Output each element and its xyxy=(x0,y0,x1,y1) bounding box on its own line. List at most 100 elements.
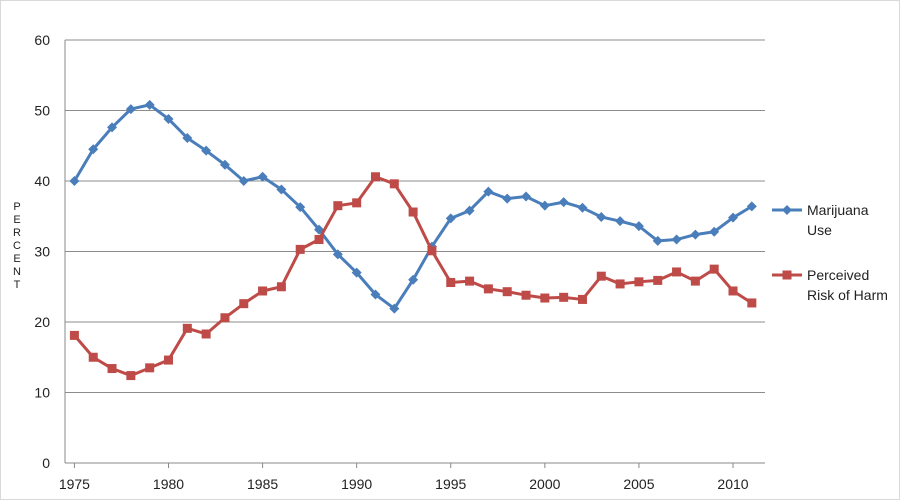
data-point-square xyxy=(352,198,362,208)
x-tick-label: 1985 xyxy=(247,476,278,492)
y-tick-label: 60 xyxy=(34,32,50,48)
x-tick-label: 1990 xyxy=(341,476,372,492)
data-point-square xyxy=(107,364,117,374)
series-marijuana-use xyxy=(69,99,757,314)
data-point-diamond xyxy=(615,216,626,227)
data-point-diamond xyxy=(709,226,720,237)
data-point-diamond xyxy=(182,132,193,143)
data-point-square xyxy=(540,293,550,303)
data-point-diamond xyxy=(633,221,644,232)
legend: Marijuana Use Perceived Risk of Harm xyxy=(772,202,888,303)
data-point-square xyxy=(615,279,625,289)
data-point-diamond xyxy=(69,176,80,186)
data-point-square xyxy=(370,172,380,182)
data-point-square xyxy=(596,271,606,281)
data-point-diamond xyxy=(107,122,118,133)
gridlines xyxy=(65,39,765,393)
data-point-diamond xyxy=(370,289,381,300)
data-point-square xyxy=(521,290,531,300)
data-point-square xyxy=(220,313,230,323)
data-point-square xyxy=(577,294,587,304)
legend-item: Perceived Risk of Harm xyxy=(772,267,888,303)
data-point-diamond xyxy=(389,303,400,314)
data-point-diamond xyxy=(577,202,588,213)
x-tick-labels: 1975 1980 1985 1990 1995 2000 2005 2010 xyxy=(59,463,749,492)
data-point-square xyxy=(69,330,79,340)
series-perceived-risk-of-harm xyxy=(69,172,757,381)
x-tick-label: 1995 xyxy=(435,476,466,492)
data-point-diamond xyxy=(125,104,136,115)
data-point-diamond xyxy=(690,229,701,240)
legend-marker-square xyxy=(782,270,792,280)
legend-label: Use xyxy=(807,222,832,238)
data-point-square xyxy=(559,292,569,302)
data-point-square xyxy=(465,276,475,286)
data-point-square xyxy=(314,235,324,245)
data-point-diamond xyxy=(483,186,494,197)
y-tick-label: 40 xyxy=(34,173,50,189)
data-point-square xyxy=(126,371,136,381)
data-point-diamond xyxy=(671,234,682,245)
axes xyxy=(64,40,765,464)
x-tick-label: 1975 xyxy=(59,476,90,492)
data-point-diamond xyxy=(88,144,99,155)
data-point-diamond xyxy=(558,197,569,208)
data-point-diamond xyxy=(238,176,249,186)
data-point-square xyxy=(634,277,644,287)
data-point-square xyxy=(145,363,155,373)
data-point-square xyxy=(88,352,98,362)
x-tick-label: 2005 xyxy=(623,476,654,492)
data-point-diamond xyxy=(445,213,456,224)
data-point-diamond xyxy=(408,274,419,285)
data-point-square xyxy=(239,299,249,309)
legend-label: Perceived xyxy=(807,267,869,283)
data-point-diamond xyxy=(163,113,174,124)
data-point-diamond xyxy=(746,201,757,212)
data-point-square xyxy=(483,284,493,294)
data-point-square xyxy=(728,286,738,296)
data-point-diamond xyxy=(144,99,155,110)
data-point-diamond xyxy=(332,249,343,260)
data-point-square xyxy=(389,179,399,189)
y-tick-label: 10 xyxy=(34,385,50,401)
data-point-square xyxy=(709,264,719,274)
y-tick-label: 0 xyxy=(42,455,50,471)
data-point-diamond xyxy=(295,202,306,213)
x-tick-label: 1980 xyxy=(153,476,184,492)
legend-label: Risk of Harm xyxy=(807,287,888,303)
y-tick-label: 50 xyxy=(34,103,50,119)
data-point-square xyxy=(747,298,757,308)
data-point-diamond xyxy=(257,171,268,182)
data-point-diamond xyxy=(539,200,550,211)
data-point-diamond xyxy=(351,267,362,278)
data-point-diamond xyxy=(502,193,513,204)
data-point-square xyxy=(182,323,192,333)
data-point-square xyxy=(446,278,456,288)
legend-label: Marijuana xyxy=(807,202,869,218)
data-point-square xyxy=(163,355,173,365)
x-tick-label: 2010 xyxy=(717,476,748,492)
data-point-square xyxy=(333,201,343,211)
data-point-diamond xyxy=(464,205,475,216)
legend-marker-diamond xyxy=(782,205,792,215)
data-point-square xyxy=(201,329,211,339)
data-point-square xyxy=(653,275,663,285)
y-tick-labels: 0 10 20 30 40 50 60 xyxy=(34,32,50,471)
data-point-diamond xyxy=(276,184,287,195)
data-point-square xyxy=(502,287,512,297)
y-tick-label: 30 xyxy=(34,244,50,260)
data-point-diamond xyxy=(652,235,663,246)
data-point-diamond xyxy=(201,145,212,156)
data-point-square xyxy=(690,276,700,286)
data-point-square xyxy=(408,207,418,217)
legend-item: Marijuana Use xyxy=(772,202,869,238)
data-point-square xyxy=(295,244,305,254)
data-point-square xyxy=(672,267,682,277)
y-tick-label: 20 xyxy=(34,314,50,330)
data-point-square xyxy=(276,282,286,292)
data-point-diamond xyxy=(521,191,532,202)
data-point-diamond xyxy=(219,159,230,170)
